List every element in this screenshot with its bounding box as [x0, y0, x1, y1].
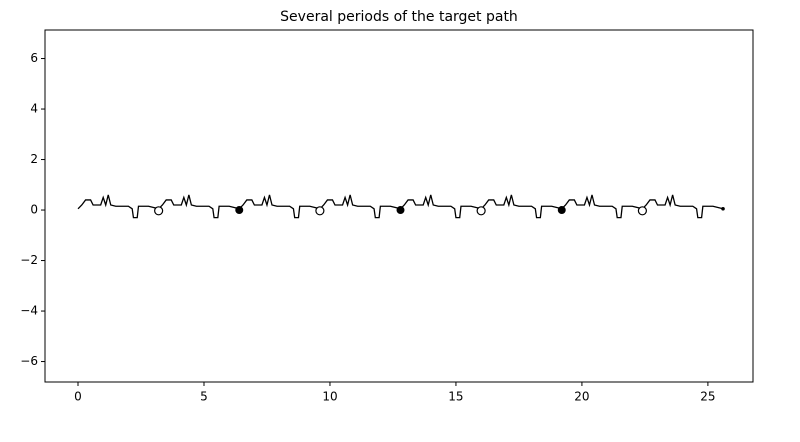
point-marker	[557, 206, 566, 215]
point-marker	[235, 206, 244, 215]
plot-frame	[44, 29, 754, 383]
point-marker	[721, 206, 725, 211]
point-marker	[154, 206, 164, 216]
point-marker	[315, 206, 325, 216]
y-tick-label: 0	[30, 203, 38, 217]
y-tick-label: −4	[20, 304, 38, 318]
point-marker	[396, 206, 405, 215]
y-tick-label: 4	[30, 102, 38, 116]
x-tick-label: 10	[322, 390, 337, 404]
x-tick-label: 15	[448, 390, 463, 404]
y-tick-label: 2	[30, 152, 38, 166]
chart-title: Several periods of the target path	[280, 9, 518, 25]
x-tick-label: 0	[74, 390, 82, 404]
x-tick-label: 20	[574, 390, 589, 404]
point-marker	[637, 206, 647, 216]
y-tick-label: 6	[30, 51, 38, 65]
x-tick-label: 25	[700, 390, 715, 404]
x-tick-label: 5	[200, 390, 208, 404]
y-tick-label: −6	[20, 354, 38, 368]
point-marker	[476, 206, 486, 216]
y-tick-label: −2	[20, 253, 38, 267]
